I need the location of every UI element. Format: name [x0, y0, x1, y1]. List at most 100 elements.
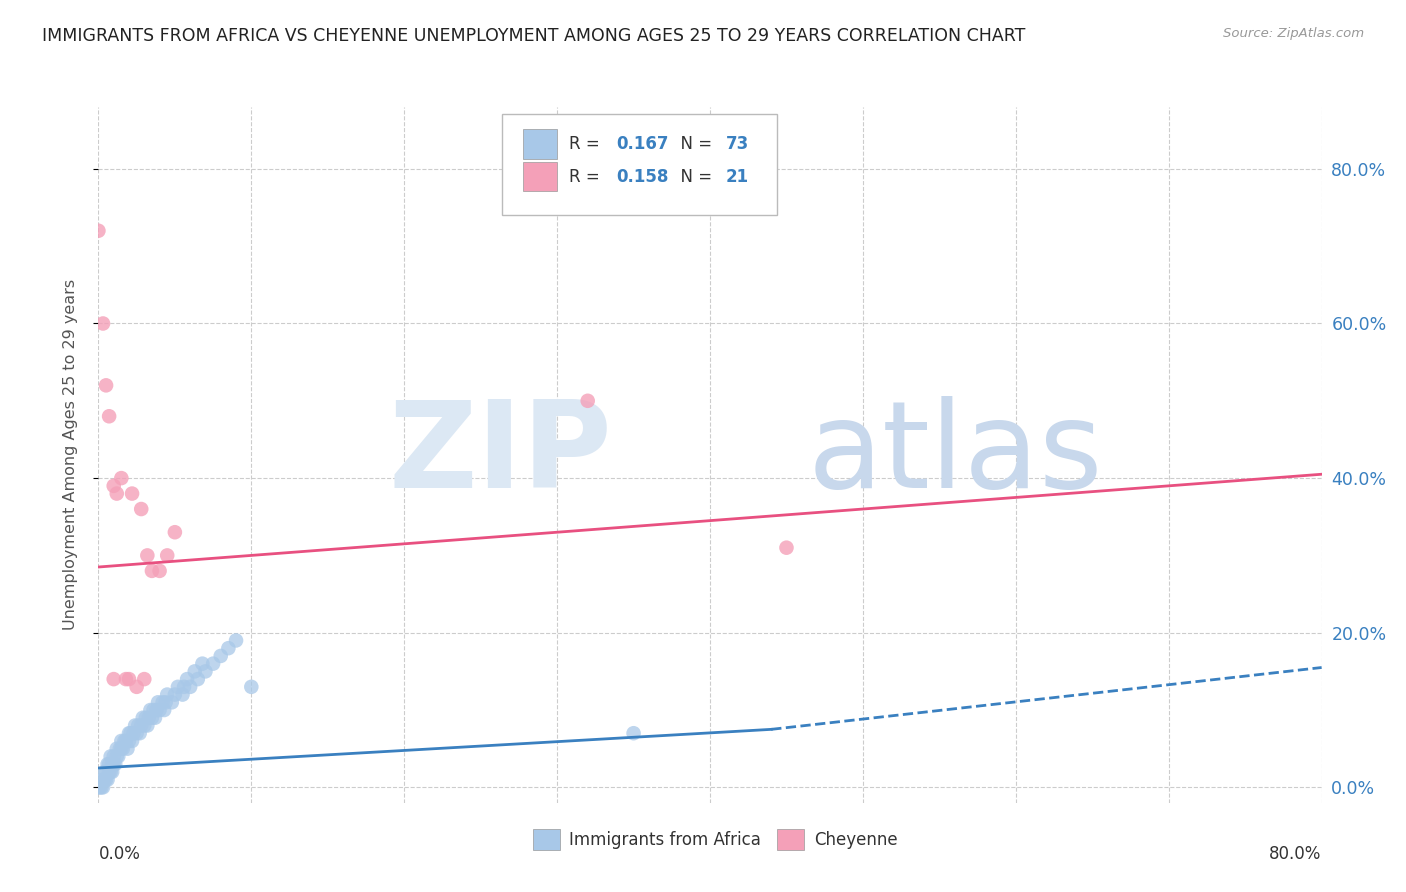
Point: [103, 757, 125, 772]
Point: [141, 711, 163, 725]
Text: N =: N =: [669, 135, 717, 153]
Point: [125, 726, 148, 740]
Point: [98, 757, 121, 772]
Point: [225, 633, 247, 648]
Text: atlas: atlas: [808, 396, 1104, 514]
Point: [121, 734, 143, 748]
Point: [103, 672, 125, 686]
Point: [103, 749, 125, 764]
Point: [112, 734, 135, 748]
Point: [129, 718, 152, 732]
Point: [107, 749, 129, 764]
Point: [105, 749, 128, 764]
Point: [89, 780, 111, 795]
Point: [145, 703, 167, 717]
Point: [136, 549, 159, 563]
Point: [173, 680, 195, 694]
Point: [153, 703, 176, 717]
Point: [576, 393, 599, 408]
Point: [134, 718, 156, 732]
FancyBboxPatch shape: [533, 830, 560, 850]
Point: [110, 741, 132, 756]
Point: [136, 718, 159, 732]
Point: [90, 780, 112, 795]
Text: 0.167: 0.167: [616, 135, 668, 153]
Point: [128, 726, 150, 740]
Point: [141, 564, 163, 578]
Point: [217, 641, 239, 656]
Point: [118, 734, 141, 748]
Point: [97, 757, 120, 772]
Point: [115, 734, 138, 748]
FancyBboxPatch shape: [523, 162, 557, 191]
Point: [105, 741, 128, 756]
Point: [125, 680, 148, 694]
Point: [184, 665, 207, 679]
Point: [94, 772, 117, 787]
Point: [98, 764, 121, 779]
Point: [118, 726, 141, 740]
Text: 80.0%: 80.0%: [1270, 846, 1322, 863]
Point: [623, 726, 645, 740]
Point: [93, 772, 115, 787]
Point: [105, 486, 128, 500]
Point: [108, 741, 131, 756]
Point: [121, 486, 143, 500]
Point: [176, 672, 198, 686]
Point: [118, 672, 141, 686]
Point: [101, 764, 124, 779]
Point: [94, 764, 117, 779]
Point: [91, 772, 114, 787]
Point: [124, 718, 146, 732]
Y-axis label: Unemployment Among Ages 25 to 29 years: Unemployment Among Ages 25 to 29 years: [63, 279, 77, 631]
Point: [149, 564, 172, 578]
Point: [117, 741, 139, 756]
Point: [110, 734, 132, 748]
Text: 0.158: 0.158: [616, 168, 668, 186]
Point: [163, 525, 186, 540]
Point: [91, 317, 114, 331]
Point: [97, 772, 120, 787]
Text: Cheyenne: Cheyenne: [814, 830, 897, 848]
Point: [775, 541, 797, 555]
Point: [100, 749, 122, 764]
Point: [156, 549, 179, 563]
Point: [129, 502, 152, 516]
Point: [167, 680, 190, 694]
Point: [202, 657, 225, 671]
Point: [115, 672, 138, 686]
Point: [138, 711, 160, 725]
Point: [122, 726, 145, 740]
Text: Source: ZipAtlas.com: Source: ZipAtlas.com: [1223, 27, 1364, 40]
FancyBboxPatch shape: [778, 830, 804, 850]
Point: [155, 695, 177, 709]
Point: [142, 703, 165, 717]
Point: [120, 726, 142, 740]
Point: [87, 224, 110, 238]
Text: ZIP: ZIP: [388, 396, 612, 514]
Text: 21: 21: [725, 168, 749, 186]
Point: [156, 688, 179, 702]
Text: 73: 73: [725, 135, 749, 153]
Point: [104, 757, 127, 772]
Point: [93, 764, 115, 779]
Point: [98, 409, 121, 424]
Point: [163, 688, 186, 702]
Point: [179, 680, 201, 694]
Point: [91, 780, 114, 795]
Point: [94, 378, 117, 392]
Point: [103, 479, 125, 493]
Point: [101, 757, 124, 772]
Point: [127, 718, 149, 732]
Text: IMMIGRANTS FROM AFRICA VS CHEYENNE UNEMPLOYMENT AMONG AGES 25 TO 29 YEARS CORREL: IMMIGRANTS FROM AFRICA VS CHEYENNE UNEMP…: [42, 27, 1025, 45]
FancyBboxPatch shape: [523, 129, 557, 159]
Point: [110, 471, 132, 485]
Point: [143, 711, 166, 725]
Point: [187, 672, 209, 686]
Point: [240, 680, 263, 694]
Point: [134, 672, 156, 686]
Point: [194, 665, 217, 679]
Point: [160, 695, 183, 709]
FancyBboxPatch shape: [502, 114, 778, 215]
Point: [209, 648, 232, 663]
